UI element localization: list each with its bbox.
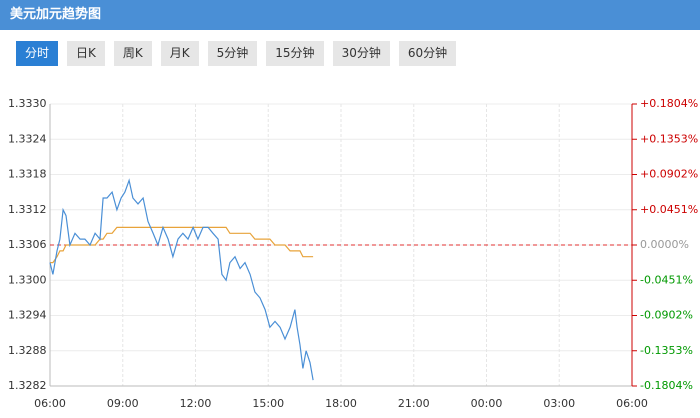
tab-bar: 分时 日K 周K 月K 5分钟 15分钟 30分钟 60分钟: [16, 41, 457, 66]
x-tick-label: 03:00: [543, 397, 575, 410]
y2-tick-label: -0.0902%: [640, 309, 693, 322]
y-tick-label: 1.3324: [8, 132, 47, 145]
tab[interactable]: 60分钟: [398, 41, 457, 66]
tab[interactable]: 日K: [67, 41, 105, 66]
y2-tick-label: -0.0451%: [640, 273, 693, 286]
x-tick-label: 15:00: [252, 397, 284, 410]
line-series: [49, 178, 314, 381]
tab[interactable]: 5分钟: [207, 41, 258, 66]
y2-tick-label: +0.1353%: [640, 132, 698, 145]
y2-tick-label: 0.0000%: [640, 238, 689, 251]
y2-tick-label: +0.1804%: [640, 97, 698, 110]
y-tick-label: 1.3288: [8, 344, 47, 357]
x-tick-label: 06:00: [34, 397, 66, 410]
tab[interactable]: 30分钟: [332, 41, 390, 66]
tab[interactable]: 分时: [16, 41, 59, 66]
y2-tick-label: -0.1804%: [640, 379, 693, 392]
tab[interactable]: 15分钟: [266, 41, 324, 66]
y-tick-label: 1.3318: [8, 168, 47, 181]
y2-tick-label: +0.0902%: [640, 168, 698, 181]
y-tick-label: 1.3306: [8, 238, 47, 251]
line-series: [50, 226, 314, 264]
x-tick-label: 21:00: [398, 397, 430, 410]
tab[interactable]: 周K: [113, 41, 152, 66]
x-tick-label: 00:00: [471, 397, 503, 410]
x-tick-label: 18:00: [325, 397, 357, 410]
x-tick-label: 12:00: [180, 397, 212, 410]
x-tick-label: 09:00: [107, 397, 139, 410]
y-tick-label: 1.3294: [8, 309, 47, 322]
y-tick-label: 1.3300: [8, 273, 47, 286]
y2-tick-label: -0.1353%: [640, 344, 693, 357]
y2-tick-label: +0.0451%: [640, 203, 698, 216]
y-tick-label: 1.3312: [8, 203, 47, 216]
x-tick-label: 06:00: [616, 397, 648, 410]
chart: 1.3330 1.3324 1.3318 1.3312 1.3306 1.3300 1.32…: [8, 97, 698, 410]
y-tick-label: 1.3282: [8, 379, 47, 392]
y-tick-label: 1.3330: [8, 97, 47, 110]
header-title: 美元加元趋势图: [0, 0, 700, 30]
tab[interactable]: 月K: [160, 41, 199, 66]
